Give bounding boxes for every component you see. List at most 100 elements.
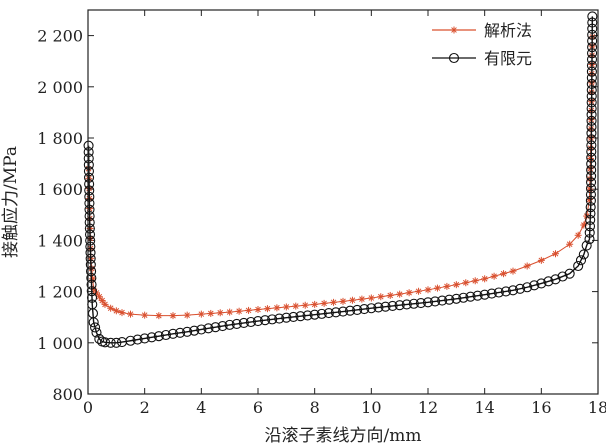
data-point [273,304,281,312]
data-point [207,309,215,317]
data-point [472,290,483,301]
data-point [95,293,103,301]
data-point [493,287,504,298]
data-point [584,234,595,245]
data-point [408,298,419,309]
y-tick-label: 1 600 [37,180,83,199]
data-point [197,310,205,318]
data-point [586,85,597,96]
data-point [263,305,271,313]
data-point [125,335,136,346]
y-tick-label: 2 000 [37,78,83,97]
data-point [522,282,533,293]
data-point [586,54,598,65]
data-point [587,17,598,28]
data-point [587,35,598,47]
data-point [88,317,99,328]
data-point [573,260,584,272]
data-point [486,288,497,299]
data-point [433,284,441,292]
data-point [586,146,597,157]
data-point [84,211,95,222]
data-point [405,289,413,297]
data-point [586,72,597,83]
data-point [169,312,177,320]
data-point [500,270,508,278]
data-point [536,278,547,289]
legend-label: 解析法 [484,21,532,40]
data-point [254,306,262,314]
data-point [339,297,347,305]
data-point [585,183,597,194]
data-point [507,285,519,296]
data-point [585,214,596,225]
data-point [84,204,95,215]
data-point [465,291,476,302]
data-point [359,304,370,315]
data-point [146,332,157,343]
data-point [586,158,597,169]
data-point [83,159,94,170]
data-point [586,134,597,145]
data-point [566,240,574,248]
legend-marker [450,26,458,34]
data-point [523,262,531,270]
data-point [352,304,363,315]
data-point [490,272,498,280]
data-point [479,289,490,300]
data-point [139,333,150,344]
data-point [401,299,412,310]
data-point [415,298,426,309]
data-point [586,121,597,133]
data-point [323,308,334,319]
data-point [260,315,271,326]
data-point [584,221,596,232]
data-point [574,231,582,239]
data-point [85,253,96,264]
data-point [94,333,105,345]
data-point [529,280,540,291]
data-point [86,266,97,277]
data-point [183,311,191,319]
x-tick-label: 14 [474,398,494,417]
data-point [217,320,228,332]
data-point [292,302,300,310]
data-point [366,303,377,314]
data-point [84,223,95,234]
data-point [587,29,598,40]
data-point [127,310,134,318]
data-point [252,315,264,327]
data-point [153,331,164,342]
y-axis-ticks: 800 1 000 1 200 1 400 1 600 1 800 2 000 2 200 [37,27,598,404]
data-point [330,307,341,318]
data-point [101,300,109,308]
y-axis-title: 接触应力/MPa [1,146,21,258]
data-point [105,337,116,348]
data-point [452,281,460,289]
y-tick-label: 1 400 [37,231,83,250]
data-point [302,310,313,321]
series-1 [85,33,596,320]
data-point [471,277,479,285]
data-point [348,296,356,304]
data-point [585,208,596,219]
data-point [500,286,511,297]
data-point [586,97,597,108]
data-point [85,259,96,270]
data-point [586,66,597,77]
data-point [281,312,292,323]
data-point [394,300,405,311]
x-axis-ticks: 0 2 4 6 8 10 12 14 16 18 [83,10,606,417]
data-point [91,327,102,338]
data-point [585,195,596,206]
data-point [155,312,163,320]
x-tick-label: 0 [83,398,93,417]
data-point [337,306,349,317]
data-point [85,235,96,246]
data-point [84,179,95,190]
data-point [231,318,242,329]
data-point [586,103,597,114]
data-point [167,328,179,339]
data-point [107,304,115,312]
